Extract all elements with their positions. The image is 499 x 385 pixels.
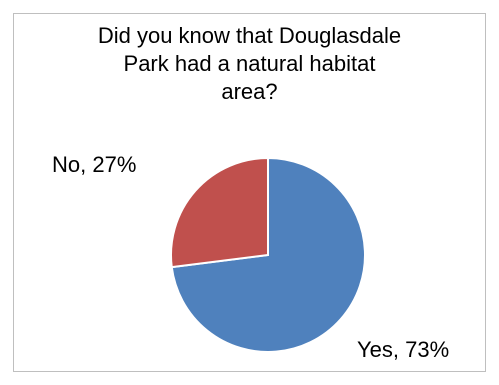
chart-title-line-1: Did you know that Douglasdale [97, 23, 402, 48]
chart-title: Did you know that Douglasdale Park had a… [0, 22, 499, 106]
pie-slice-no [170, 156, 269, 269]
slice-label-no: No, 27% [52, 152, 136, 177]
chart-title-line-2: Park had a natural habitat [123, 51, 376, 76]
pie-slices [170, 156, 366, 353]
slice-label-yes: Yes, 73% [357, 337, 449, 362]
chart-title-line-3: area? [221, 79, 278, 104]
